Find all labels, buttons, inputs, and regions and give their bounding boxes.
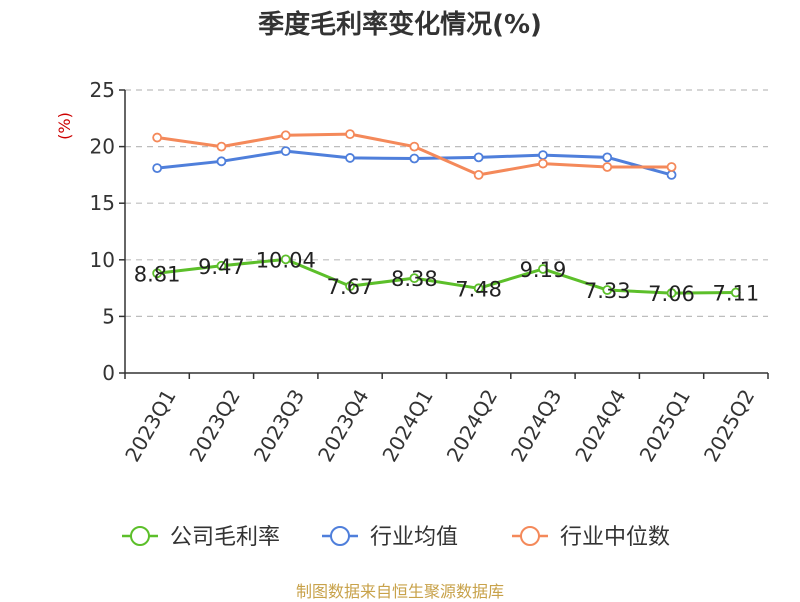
legend-item: 行业均值 <box>322 525 458 550</box>
x-tick-label: 2023Q2 <box>184 385 244 466</box>
data-label: 7.06 <box>648 282 695 306</box>
data-point <box>216 141 227 152</box>
data-point <box>280 130 291 141</box>
x-tick-label: 2023Q4 <box>313 385 373 466</box>
data-point <box>538 158 548 169</box>
legend-marker <box>520 526 540 546</box>
data-point <box>538 264 548 274</box>
legend-label: 行业中位数 <box>560 525 670 550</box>
legend-marker <box>130 526 150 546</box>
data-point <box>409 141 420 152</box>
legend-label: 行业均值 <box>370 525 458 550</box>
data-labels: 8.81 9.47 10.04 7.67 8.38 7.48 9.19 7.33 7.06 7.1… <box>134 248 759 306</box>
data-label: 9.19 <box>520 258 567 282</box>
data-point <box>280 146 291 157</box>
legend-label: 公司毛利率 <box>170 525 280 550</box>
data-point <box>216 260 227 271</box>
data-label: 7.33 <box>584 279 631 303</box>
legend-item: 公司毛利率 <box>122 525 280 550</box>
y-tick-label: 0 <box>102 361 115 385</box>
data-point <box>216 156 227 167</box>
x-tick-labels: 2023Q1 2023Q2 2023Q3 2023Q4 2024Q1 2024Q2 2024… <box>120 385 759 466</box>
data-point <box>602 162 613 172</box>
data-point <box>280 254 291 265</box>
source-note: 制图数据来自恒生聚源数据库 <box>295 582 504 601</box>
data-point <box>345 153 355 163</box>
data-point <box>152 268 163 279</box>
data-label: 9.47 <box>198 255 245 279</box>
data-point <box>666 169 677 180</box>
y-tick-label: 5 <box>102 304 115 328</box>
series-points <box>152 129 741 298</box>
data-label: 8.38 <box>391 267 438 291</box>
axes <box>119 89 769 379</box>
series-line-company <box>156 257 736 295</box>
x-tick-label: 2023Q1 <box>120 385 180 466</box>
x-tick-label: 2023Q3 <box>249 385 309 466</box>
grid-lines <box>125 89 768 317</box>
data-point <box>345 281 355 292</box>
data-point <box>538 150 548 160</box>
data-point <box>409 153 420 164</box>
y-tick-label: 20 <box>90 135 115 159</box>
x-tick-label: 2025Q1 <box>635 385 695 466</box>
x-tick-label: 2024Q3 <box>506 385 566 466</box>
legend-item: 行业中位数 <box>512 525 670 550</box>
y-tick-label: 25 <box>90 78 115 102</box>
data-label: 8.81 <box>134 262 181 286</box>
legend: 公司毛利率 行业均值 行业中位数 <box>122 525 670 550</box>
legend-marker <box>330 526 350 546</box>
x-tick-label: 2024Q1 <box>377 385 437 466</box>
y-tick-label: 10 <box>90 248 115 272</box>
data-point <box>666 162 677 172</box>
data-point <box>152 163 163 174</box>
data-label: 10.04 <box>256 248 316 272</box>
data-point <box>409 273 420 284</box>
x-tick-label: 2025Q2 <box>699 385 759 466</box>
data-point <box>473 169 484 180</box>
data-label: 7.48 <box>455 277 502 301</box>
data-point <box>152 132 163 143</box>
x-tick-label: 2024Q2 <box>442 385 502 466</box>
y-axis-label: (%) <box>55 112 74 140</box>
y-tick-labels: 0 5 10 15 20 25 <box>90 78 115 385</box>
data-point <box>602 152 613 163</box>
data-point <box>602 285 613 295</box>
data-label: 7.11 <box>712 282 759 306</box>
data-point <box>666 288 677 298</box>
data-point <box>730 287 741 298</box>
x-tick-label: 2024Q4 <box>570 385 630 466</box>
data-label: 7.67 <box>327 275 374 299</box>
data-point <box>473 283 484 294</box>
data-point <box>473 152 484 163</box>
chart-title: 季度毛利率变化情况(%) <box>258 10 542 40</box>
y-tick-label: 15 <box>90 191 115 215</box>
data-point <box>345 129 355 140</box>
